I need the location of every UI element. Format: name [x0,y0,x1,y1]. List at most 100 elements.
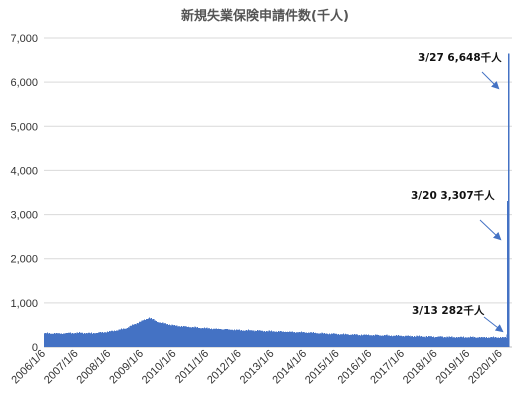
bar [284,332,286,347]
bar [412,336,414,347]
bar [260,330,262,347]
bar [119,329,120,347]
bar [269,331,271,347]
bar [331,333,333,347]
bar [413,336,415,347]
bar [437,336,439,347]
bar [251,331,253,347]
bar [84,333,86,347]
bar [335,333,337,347]
bar [259,330,261,347]
bar [114,331,116,347]
bar [501,337,503,347]
bar [76,332,78,347]
bar [356,334,358,347]
y-axis-ticks: 0 1,000 2,000 3,000 4,000 5,000 6,000 7,000 [10,33,38,354]
bar [254,331,256,347]
bar [212,329,214,347]
bar [55,332,57,347]
bar [332,334,334,347]
bar [116,330,118,347]
bar [309,332,311,347]
bar [457,337,459,347]
bar [360,335,362,347]
bar [209,328,210,347]
bar [491,337,493,347]
bar [312,332,314,347]
bar [132,324,134,347]
bar [349,334,351,347]
bar [309,333,311,347]
bar [134,323,136,347]
bar [57,333,59,347]
bar [373,335,375,347]
bar [82,333,84,347]
bar [126,328,128,347]
bar [85,333,87,347]
bar [198,328,200,347]
bar [330,334,332,347]
bar [290,331,292,347]
bar [54,333,55,347]
bar [210,329,212,347]
bar [240,330,242,347]
bar [431,336,432,347]
bar [271,331,273,347]
bar [230,330,232,347]
bar [396,335,398,347]
bar [470,337,472,347]
x-tick-label: 2018/1/6 [401,348,440,387]
bar [337,334,339,347]
bar [481,336,483,347]
bar [181,326,183,347]
bar [168,325,170,347]
bar [183,325,185,347]
bar [390,336,392,347]
bar [225,329,227,347]
bar [260,331,262,347]
bar [272,331,274,347]
bar [359,334,361,347]
bar [87,333,89,347]
bar [150,318,152,347]
bar [90,332,92,347]
bar [229,329,231,347]
bar [409,335,411,347]
annotation-label: 3/13 282千人 [412,304,485,317]
bar [286,332,287,347]
bar [329,334,331,347]
bar [257,330,259,347]
bar [108,332,110,347]
bar [352,334,354,347]
bar [351,335,352,347]
bar [488,337,490,347]
bar [369,335,371,347]
bar [232,330,234,347]
bar [259,330,261,347]
bar [434,336,436,347]
bar [306,332,307,347]
bar [384,335,386,347]
bar [394,335,396,347]
bar [249,330,251,347]
bar [277,331,279,347]
bar [100,332,102,347]
bar [421,336,422,347]
bar [490,336,492,347]
bar [224,329,225,347]
bar [282,331,284,347]
bar [464,337,466,347]
bar [177,326,179,347]
bar [472,337,474,347]
bar [124,329,125,347]
bar [374,335,376,347]
bar [72,333,74,347]
bar [187,326,189,347]
annotations: 3/27 6,648千人 3/20 3,307千人 3/13 282千人 [411,51,504,333]
grid-layer [44,37,512,348]
bar [145,319,147,347]
bar [89,333,91,347]
bar [496,337,498,347]
bar [113,330,115,347]
bar [180,326,182,347]
